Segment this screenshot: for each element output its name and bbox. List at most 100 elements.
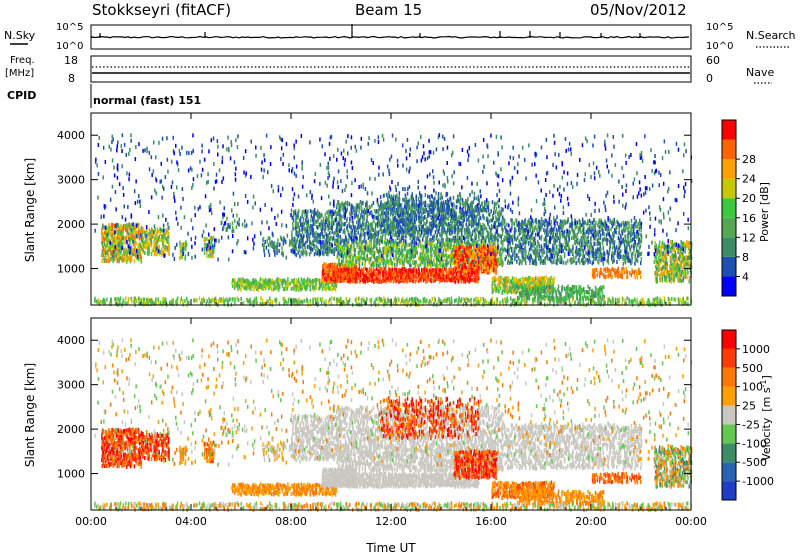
power-cell <box>444 242 446 246</box>
power-cell <box>512 218 514 222</box>
power-cell <box>275 245 277 249</box>
power-cell <box>403 276 405 280</box>
power-cell <box>497 258 499 262</box>
power-cell <box>539 249 541 253</box>
power-cell <box>369 244 371 248</box>
power-cell <box>474 245 476 249</box>
power-cell <box>106 226 108 230</box>
power-cell <box>495 226 497 230</box>
power-cell <box>461 245 463 249</box>
power-cell <box>443 253 445 257</box>
power-cell <box>410 274 412 278</box>
power-cell <box>496 202 498 206</box>
power-cell <box>423 278 425 282</box>
power-cell <box>453 204 455 208</box>
power-cell <box>479 246 481 250</box>
power-cell <box>384 212 386 216</box>
power-cell <box>516 219 518 223</box>
power-cell <box>441 236 443 240</box>
power-cell <box>429 241 431 245</box>
power-cell <box>465 263 467 267</box>
power-cell <box>167 246 169 250</box>
power-cell <box>478 234 480 238</box>
power-cell <box>294 281 296 285</box>
power-cell <box>238 278 240 282</box>
power-cell <box>347 224 349 228</box>
power-cell <box>306 251 308 255</box>
power-cell <box>303 234 305 238</box>
power-cell <box>423 201 425 205</box>
power-cell <box>366 200 368 204</box>
power-cell <box>441 252 443 256</box>
power-cell <box>312 227 314 231</box>
power-cell <box>232 221 234 225</box>
power-cell <box>101 253 103 257</box>
power-cell <box>408 250 410 254</box>
power-cell <box>482 205 484 209</box>
power-cell <box>479 231 481 235</box>
power-cell <box>165 245 167 249</box>
power-cell <box>551 276 553 280</box>
power-cell <box>240 288 242 292</box>
power-cell <box>303 210 305 214</box>
power-cell <box>478 252 480 256</box>
nsky-tick-left-top: 10^5 <box>56 22 83 33</box>
power-cell <box>502 262 504 266</box>
power-cell <box>310 288 312 292</box>
power-cell <box>384 261 386 265</box>
power-cell <box>518 250 520 254</box>
power-cell <box>530 276 532 280</box>
power-cell <box>417 243 419 247</box>
power-cell <box>344 267 346 271</box>
power-cell <box>363 228 365 232</box>
power-cell <box>204 247 206 251</box>
power-cell <box>392 239 394 243</box>
power-cell <box>181 243 183 247</box>
power-cell <box>532 226 534 230</box>
power-cell <box>147 232 149 236</box>
power-cell <box>483 231 485 235</box>
power-cell <box>482 246 484 250</box>
power-cell <box>114 224 116 228</box>
power-cell <box>110 250 112 254</box>
power-cell <box>428 242 430 246</box>
power-cell <box>506 228 508 232</box>
power-cell <box>354 248 356 252</box>
power-cell <box>310 219 312 223</box>
power-cell <box>307 215 309 219</box>
power-cell <box>456 246 458 250</box>
power-cell <box>332 248 334 252</box>
power-cell <box>478 271 480 275</box>
power-cell <box>494 202 496 206</box>
power-cell <box>328 285 330 289</box>
power-cell <box>344 251 346 255</box>
power-cell <box>557 221 559 225</box>
power-cell <box>484 252 486 256</box>
power-cell <box>277 239 279 243</box>
power-cell <box>417 277 419 281</box>
power-cell <box>446 268 448 272</box>
power-cell <box>329 272 331 276</box>
power-cell <box>429 258 431 262</box>
power-cell <box>382 247 384 251</box>
power-cell <box>336 228 338 232</box>
cpid-value: normal (fast) 151 <box>93 94 201 107</box>
power-cell <box>234 284 236 288</box>
power-cell <box>292 237 294 241</box>
power-cell <box>141 260 143 264</box>
power-cell <box>501 235 503 239</box>
power-cell <box>431 246 433 250</box>
power-cell <box>559 249 561 253</box>
power-cell <box>233 279 235 283</box>
power-cell <box>210 236 212 240</box>
power-cell <box>548 244 550 248</box>
power-cell <box>414 235 416 239</box>
power-cell <box>508 252 510 256</box>
power-cell <box>338 233 340 237</box>
power-cell <box>278 278 280 282</box>
nsearch-label: N.Search <box>746 29 796 42</box>
nave-tick-bottom: 0 <box>706 72 713 85</box>
power-cell <box>339 213 341 217</box>
power-cell <box>401 238 403 242</box>
power-cell <box>303 226 305 230</box>
